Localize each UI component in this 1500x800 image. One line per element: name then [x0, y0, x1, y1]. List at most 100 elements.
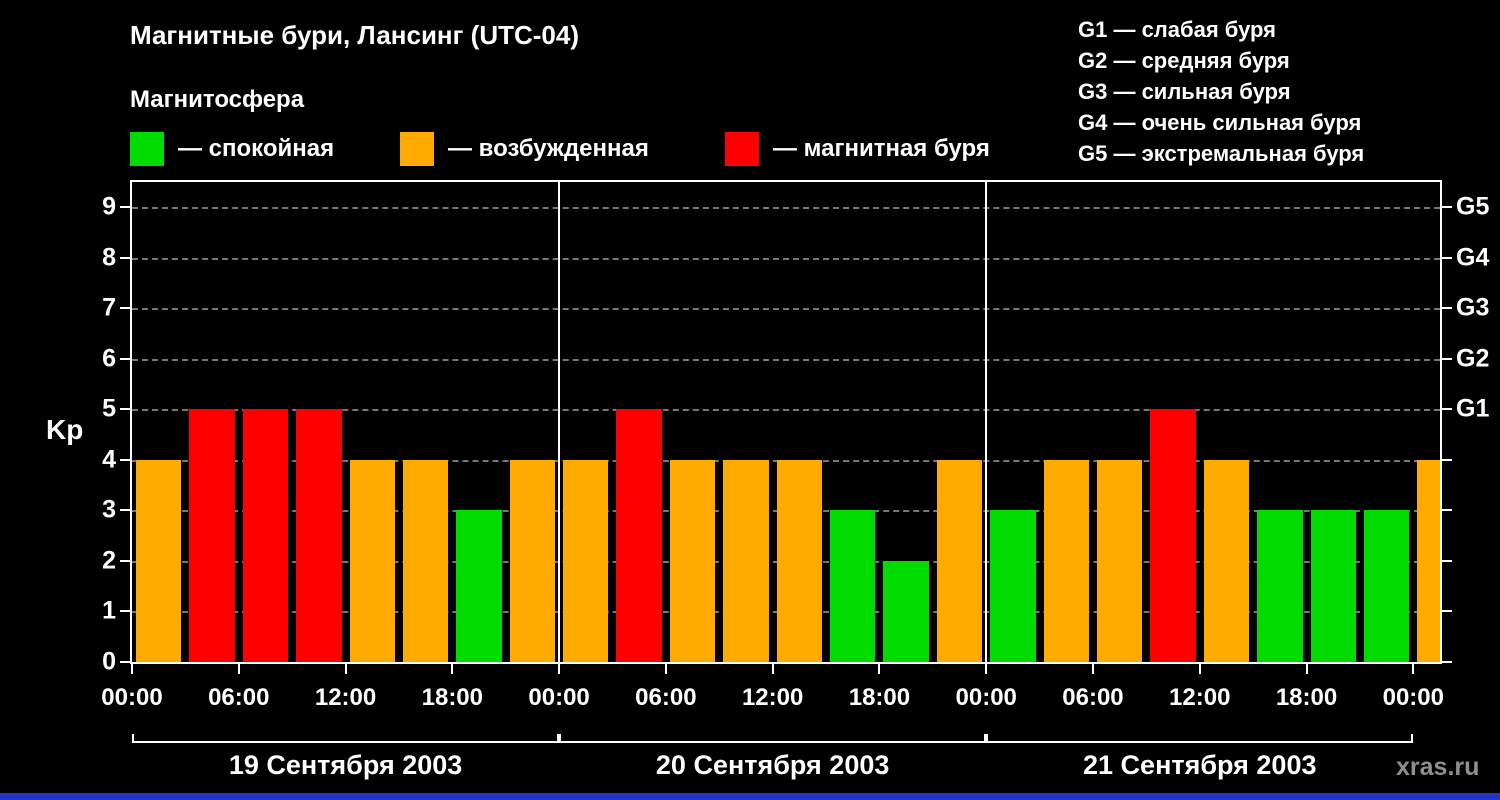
kp-bar-partial: [1417, 459, 1440, 662]
legend-item-storm: — магнитная буря: [725, 132, 990, 166]
y-axis-tick-right: [1442, 408, 1452, 411]
x-axis-label: 06:00: [208, 684, 270, 711]
day-date-label: 20 Сентября 2003: [655, 750, 890, 780]
y-axis-tick-right: [1442, 509, 1452, 512]
y-axis-tick: [120, 307, 130, 310]
g-level-label: G2: [1456, 344, 1490, 373]
kp-bar: [830, 510, 876, 662]
y-axis-tick-right: [1442, 357, 1452, 360]
g3-legend-line: G3 — сильная буря: [1078, 79, 1291, 104]
kp-bar: [616, 409, 662, 662]
kp-bar: [1150, 409, 1196, 662]
y-axis-label: 3: [102, 495, 116, 524]
x-axis-tick: [878, 664, 881, 674]
y-axis-title: Kp: [46, 414, 84, 445]
g2-legend-line: G2 — средняя буря: [1078, 48, 1290, 73]
x-axis-label: 00:00: [955, 684, 1017, 711]
kp-bar: [136, 459, 182, 662]
kp-bar: [456, 510, 502, 662]
x-axis-tick: [131, 664, 133, 674]
x-axis-label: 00:00: [1382, 684, 1444, 711]
g1-legend-line: G1 — слабая буря: [1078, 17, 1277, 42]
kp-bar: [349, 459, 395, 662]
day-date-label: 19 Сентября 2003: [228, 750, 463, 780]
g-level-label: G1: [1456, 394, 1490, 423]
legend-label-active: — возбужденная: [448, 135, 649, 162]
y-axis-label: 8: [102, 243, 116, 272]
kp-bar: [296, 409, 342, 662]
y-axis-tick: [120, 559, 130, 562]
x-axis-label: 06:00: [1062, 684, 1124, 711]
x-axis-tick: [1412, 664, 1415, 674]
storm-color-swatch: [725, 132, 759, 166]
kp-bar: [1363, 510, 1410, 662]
x-axis-tick: [985, 664, 988, 674]
kp-bar: [1203, 459, 1250, 662]
y-axis-label: 5: [102, 394, 116, 423]
g-level-label: G5: [1456, 192, 1490, 221]
x-axis-tick: [1091, 664, 1094, 674]
day-bracket: [986, 734, 1414, 743]
g5-legend-line: G5 — экстремальная буря: [1078, 141, 1365, 166]
x-axis-label: 12:00: [741, 684, 804, 711]
y-axis-tick: [120, 206, 130, 209]
gridline-kp-6: [132, 358, 1440, 361]
y-axis-label: 2: [102, 546, 116, 575]
kp-bar: [723, 459, 769, 662]
page-title: Магнитные бури, Лансинг (UTC-04): [130, 20, 580, 50]
kp-bar: [776, 459, 823, 662]
y-axis-tick-right: [1442, 206, 1452, 209]
legend-item-active: — возбужденная: [400, 132, 725, 166]
y-axis-tick-right: [1442, 307, 1452, 310]
gridline-kp-9: [132, 207, 1440, 210]
x-axis-label: 12:00: [1169, 684, 1231, 711]
y-axis-label: 9: [102, 192, 116, 221]
kp-bar: [1096, 459, 1143, 662]
kp-bar: [1257, 510, 1303, 662]
y-axis-tick-right: [1442, 610, 1452, 613]
kp-bar: [242, 409, 289, 662]
magnetosphere-subtitle: Магнитосфера: [130, 86, 305, 113]
gridline-kp-5: [132, 409, 1440, 412]
g4-legend-line: G4 — очень сильная буря: [1078, 110, 1362, 135]
x-axis-tick: [451, 664, 454, 674]
x-axis-tick: [1198, 664, 1201, 674]
x-axis-tick: [664, 664, 667, 674]
y-axis-tick: [120, 509, 130, 512]
y-axis-tick: [120, 256, 130, 259]
y-axis-label: 6: [102, 344, 116, 373]
g-scale-legend: G1 — слабая буря G2 — средняя буря G3 — …: [1078, 14, 1364, 169]
day-bracket: [132, 734, 560, 743]
kp-bar: [402, 459, 449, 662]
y-axis-label: 0: [102, 647, 116, 676]
y-axis-tick: [120, 661, 130, 663]
y-axis-label: 7: [102, 293, 116, 322]
bottom-strip: [0, 793, 1500, 800]
kp-bar: [509, 459, 556, 662]
kp-bar: [189, 409, 235, 662]
kp-bar: [669, 459, 716, 662]
kp-bar: [883, 560, 929, 662]
x-axis-label: 00:00: [528, 684, 590, 711]
x-axis-label: 18:00: [1275, 684, 1338, 711]
y-axis-tick-right: [1442, 256, 1452, 259]
x-axis-tick: [558, 664, 561, 674]
y-axis-tick-right: [1442, 559, 1452, 562]
kp-bar: [936, 459, 983, 662]
x-axis-label: 12:00: [314, 684, 377, 711]
day-separator: [985, 182, 988, 662]
legend-item-quiet: — спокойная: [130, 132, 400, 166]
x-axis-tick: [344, 664, 347, 674]
y-axis-label: 4: [102, 445, 116, 474]
kp-bar: [990, 510, 1036, 662]
y-axis-tick: [120, 458, 130, 461]
day-bracket: [559, 734, 987, 743]
y-axis-tick-right: [1442, 458, 1452, 461]
watermark: xras.ru: [1396, 753, 1480, 781]
x-axis-label: 18:00: [421, 684, 484, 711]
x-axis-tick: [237, 664, 240, 674]
y-axis-tick: [120, 408, 130, 411]
x-axis-label: 00:00: [101, 684, 163, 711]
kp-bar: [1310, 510, 1356, 662]
